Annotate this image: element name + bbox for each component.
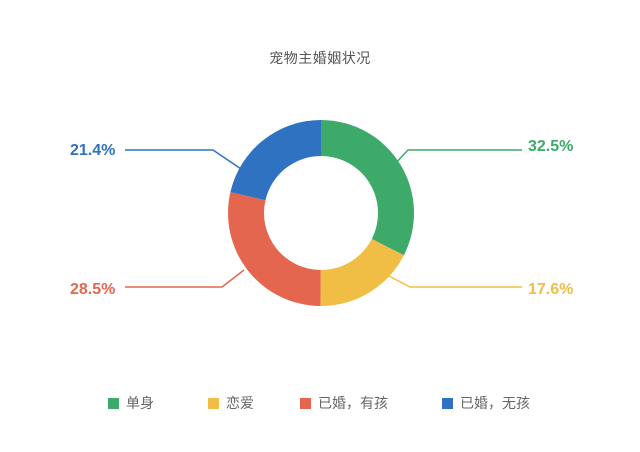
donut-slice[interactable] [321,120,414,256]
legend-item-single[interactable]: 单身 [108,393,154,413]
donut-slices [228,120,414,306]
donut-slice[interactable] [320,238,404,306]
chart-legend: 单身 恋爱 已婚，有孩 已婚，无孩 [0,393,640,413]
legend-label: 已婚，有孩 [318,396,388,412]
chart-title: 宠物主婚姻状况 [269,51,371,67]
pct-label-dating: 17.6% [528,281,574,298]
legend-item-married-nokids[interactable]: 已婚，无孩 [442,393,530,413]
legend-item-married-kids[interactable]: 已婚，有孩 [300,393,388,413]
legend-swatch-icon [208,397,219,409]
leader-line-married-kids [125,269,245,288]
legend-swatch-icon [442,397,453,409]
leader-line-dating [388,275,522,288]
legend-label: 单身 [126,396,154,412]
donut-slice[interactable] [228,192,321,306]
pct-label-married-nokids: 21.4% [70,142,116,159]
legend-swatch-icon [300,397,311,409]
pct-label-single: 32.5% [528,138,574,155]
legend-swatch-icon [108,397,119,409]
donut-slice[interactable] [230,120,321,201]
leader-line-single [392,149,522,167]
legend-item-dating[interactable]: 恋爱 [208,393,254,413]
legend-label: 恋爱 [226,396,254,412]
pct-label-married-kids: 28.5% [70,281,116,298]
leader-line-married-nokids [125,149,245,172]
legend-label: 已婚，无孩 [460,396,530,412]
